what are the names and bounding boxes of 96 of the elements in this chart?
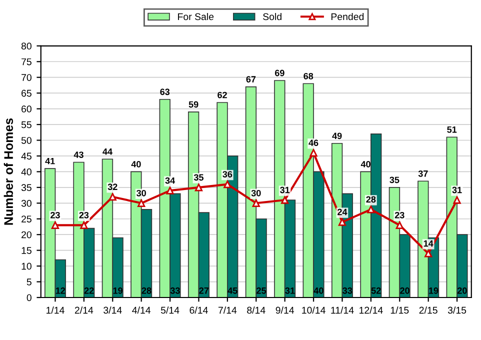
- point: [338, 218, 346, 226]
- y-tick-label: 70: [22, 74, 32, 81]
- data-label: 20: [400, 287, 410, 294]
- y-axis-title: Number of Homes: [4, 118, 14, 225]
- x-tick-label: 11/14: [331, 306, 354, 314]
- y-tick-label: 25: [22, 216, 32, 222]
- data-label: 52: [371, 287, 381, 294]
- data-label: 19: [429, 287, 438, 294]
- x-tick-label: 10/14: [302, 306, 326, 314]
- data-label: 62: [218, 92, 227, 98]
- data-label: 30: [251, 190, 261, 196]
- x-tick-label: 9/14: [276, 306, 294, 314]
- y-tick-label: 60: [22, 106, 32, 112]
- data-label: 40: [314, 287, 324, 294]
- data-label: 30: [136, 190, 146, 196]
- data-label: 59: [188, 101, 198, 108]
- data-label: 34: [165, 177, 176, 184]
- y-tick-label: 65: [22, 90, 32, 97]
- y-tick-label: 30: [21, 200, 32, 207]
- data-label: 35: [194, 174, 204, 181]
- x-tick-label: 1/14: [46, 306, 64, 314]
- data-label: 28: [142, 287, 152, 294]
- x-tick-label: 3/15: [448, 306, 466, 314]
- data-label: 12: [56, 287, 66, 294]
- point: [424, 250, 432, 258]
- data-label: 67: [246, 76, 256, 82]
- data-label: 49: [332, 132, 342, 140]
- data-label: 20: [457, 287, 467, 294]
- data-label: 33: [342, 287, 352, 294]
- point: [80, 221, 88, 229]
- legend-label: For Sale: [178, 12, 214, 20]
- point: [252, 199, 260, 207]
- data-label: 51: [447, 126, 457, 133]
- x-tick-label: 6/14: [190, 306, 208, 314]
- data-label: 68: [304, 72, 314, 80]
- x-tick-label: 8/14: [247, 306, 266, 314]
- data-label: 31: [280, 186, 290, 194]
- point: [367, 206, 375, 214]
- data-label: 23: [79, 212, 89, 218]
- x-tick-label: 5/14: [160, 306, 180, 314]
- data-label: 25: [256, 287, 266, 294]
- data-label: 31: [452, 186, 462, 194]
- data-label: 23: [394, 212, 404, 218]
- point: [224, 180, 232, 188]
- x-tick-label: 7/14: [218, 306, 237, 314]
- point: [138, 199, 146, 207]
- point: [396, 221, 404, 229]
- point: [310, 149, 318, 157]
- data-label: 43: [74, 152, 84, 158]
- data-label: 14: [424, 240, 434, 247]
- x-tick-label: 2/14: [74, 306, 94, 314]
- legend-label: Pended: [331, 12, 364, 20]
- y-tick-label: 10: [22, 262, 32, 270]
- data-label: 46: [308, 140, 318, 146]
- data-label: 19: [113, 287, 122, 294]
- point: [166, 186, 174, 194]
- x-tick-label: 12/14: [360, 306, 383, 314]
- y-tick-label: 80: [21, 42, 32, 50]
- legend-label: Sold: [263, 12, 282, 20]
- data-label: 28: [366, 196, 376, 203]
- y-tick-label: 0: [26, 294, 32, 302]
- data-label: 27: [199, 287, 209, 294]
- y-tick-label: 35: [21, 184, 32, 192]
- x-tick-label: 3/14: [104, 306, 122, 314]
- data-label: 23: [50, 212, 60, 218]
- data-label: 44: [102, 148, 112, 155]
- x-tick-label: 1/15: [390, 306, 409, 314]
- data-label: 45: [228, 288, 238, 294]
- y-tick-label: 55: [21, 121, 32, 128]
- data-label: 24: [338, 208, 348, 216]
- data-label: 69: [274, 70, 284, 76]
- data-label: 35: [390, 176, 400, 184]
- point: [51, 221, 60, 229]
- point: [453, 196, 461, 204]
- y-tick-label: 75: [22, 58, 32, 66]
- y-tick-label: 40: [21, 168, 32, 176]
- point: [281, 196, 289, 204]
- data-label: 63: [160, 88, 170, 96]
- data-label: 40: [360, 161, 370, 168]
- y-tick-label: 50: [21, 136, 32, 144]
- data-label: 37: [418, 170, 428, 177]
- y-tick-label: 20: [22, 231, 32, 238]
- data-label: 40: [131, 161, 141, 168]
- data-label: 41: [45, 158, 55, 164]
- data-label: 32: [108, 184, 118, 190]
- data-label: 36: [222, 171, 232, 178]
- y-tick-label: 45: [21, 152, 32, 160]
- y-tick-label: 15: [22, 247, 32, 254]
- point: [194, 184, 203, 192]
- point: [108, 193, 116, 201]
- data-label: 22: [84, 287, 94, 294]
- data-label: 31: [285, 287, 295, 294]
- x-tick-label: 2/15: [419, 306, 438, 314]
- x-tick-label: 4/14: [132, 306, 151, 314]
- y-tick-label: 5: [26, 278, 32, 286]
- data-label: 33: [170, 287, 180, 294]
